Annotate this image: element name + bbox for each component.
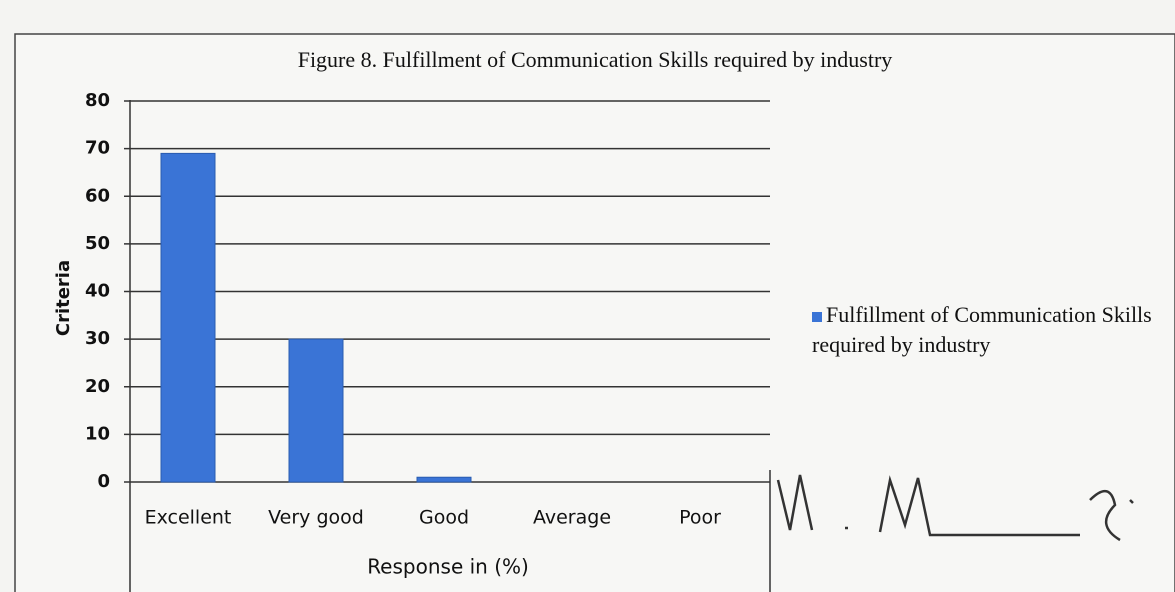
x-tick-label: Very good: [268, 507, 364, 529]
legend: Fulfillment of Communication Skills requ…: [812, 300, 1162, 360]
y-tick-label: 70: [85, 138, 110, 159]
bar: [416, 476, 472, 483]
legend-swatch: [812, 311, 822, 322]
x-axis-label: Response in (%): [367, 555, 529, 579]
x-tick-label: Average: [533, 507, 611, 529]
y-tick-label: 80: [85, 90, 110, 111]
x-tick-label: Good: [419, 507, 469, 529]
x-tick-label: Excellent: [145, 507, 232, 529]
y-tick-label: 10: [85, 423, 110, 444]
y-tick-label: 50: [85, 233, 110, 254]
signature: [776, 474, 1134, 542]
bar: [288, 338, 344, 483]
y-tick-label: 60: [85, 185, 110, 206]
bar: [160, 152, 216, 483]
legend-label: Fulfillment of Communication Skills requ…: [812, 302, 1152, 357]
chart-title: Figure 8. Fulfillment of Communication S…: [298, 47, 893, 72]
y-tick-label: 0: [97, 471, 110, 492]
y-tick-label: 30: [85, 328, 110, 349]
y-axis-label: Criteria: [53, 260, 74, 336]
x-tick-label: Poor: [679, 507, 721, 529]
y-tick-label: 40: [85, 281, 110, 302]
y-tick-label: 20: [85, 376, 110, 397]
